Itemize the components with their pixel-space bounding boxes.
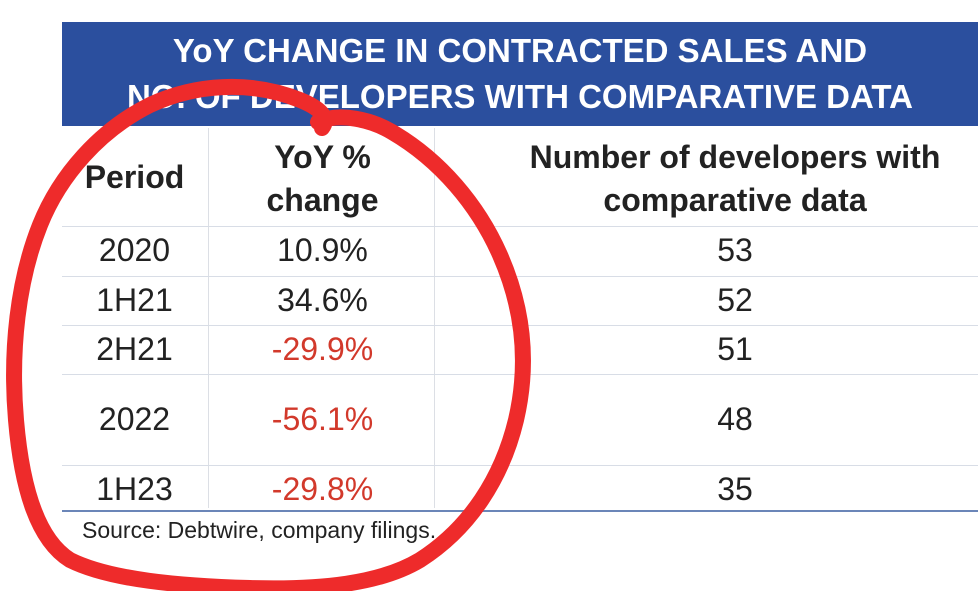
header-developers: Number of developers with comparative da…	[435, 136, 978, 222]
cell-period: 2H21	[96, 331, 173, 367]
table-title-line-1: YoY CHANGE IN CONTRACTED SALES AND	[172, 32, 868, 69]
cell-yoy: 10.9%	[277, 232, 368, 268]
header-period: Period	[62, 156, 207, 199]
cell-developers: 51	[717, 331, 753, 367]
column-divider-1	[208, 128, 209, 508]
row-separator	[62, 276, 978, 277]
cell-developers: 35	[717, 471, 753, 507]
row-separator	[62, 226, 978, 227]
cell-period: 1H21	[96, 282, 173, 318]
table-title-banner: YoY CHANGE IN CONTRACTED SALES AND NO. O…	[62, 22, 978, 126]
column-divider-2	[434, 128, 435, 508]
cell-developers: 53	[717, 232, 753, 268]
header-yoy: YoY % change	[210, 136, 435, 222]
cell-period: 2020	[98, 232, 171, 268]
cell-period: 1H23	[96, 471, 173, 507]
header-developers-line-1: Number of developers with	[529, 139, 941, 175]
cell-period: 2022	[98, 401, 171, 437]
header-yoy-line-1: YoY %	[274, 139, 371, 175]
cell-developers: 48	[717, 401, 753, 437]
header-yoy-line-2: change	[266, 182, 379, 218]
row-separator	[62, 465, 978, 466]
cell-developers: 52	[717, 282, 753, 318]
cell-yoy-negative: -56.1%	[271, 401, 374, 437]
header-period-label: Period	[84, 159, 185, 195]
cell-yoy-negative: -29.9%	[271, 331, 374, 367]
cell-yoy-negative: -29.8%	[271, 471, 374, 507]
header-developers-line-2: comparative data	[603, 182, 867, 218]
cell-yoy: 34.6%	[277, 282, 368, 318]
table-bottom-border	[62, 510, 978, 512]
source-note: Source: Debtwire, company filings.	[82, 517, 437, 543]
